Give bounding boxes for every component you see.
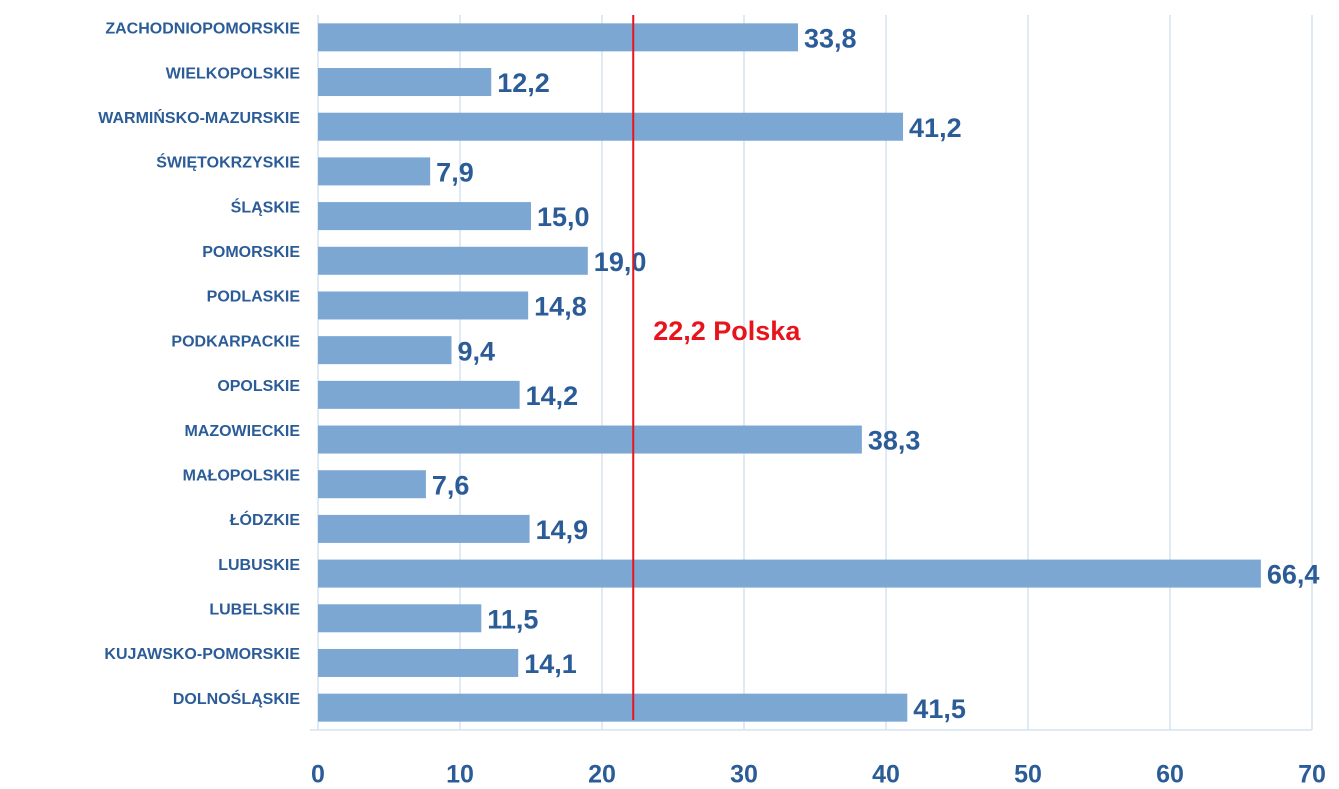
bar <box>318 23 798 52</box>
value-label: 14,1 <box>524 649 577 679</box>
y-tick-label: PODLASKIE <box>207 289 301 306</box>
bar <box>318 157 431 186</box>
y-tick-label: MAŁOPOLSKIE <box>183 467 301 484</box>
y-tick-label: LUBUSKIE <box>218 557 300 574</box>
x-tick-label: 70 <box>1298 761 1326 789</box>
bar <box>318 693 908 722</box>
y-tick-label: WARMIŃSKO-MAZURSKIE <box>98 108 300 127</box>
value-label: 14,2 <box>526 381 579 411</box>
value-label: 38,3 <box>868 426 921 456</box>
x-tick-label: 50 <box>1014 761 1042 789</box>
x-tick-label: 30 <box>730 761 758 789</box>
bar <box>318 336 452 365</box>
y-tick-label: ŁÓDZKIE <box>230 510 301 529</box>
bar <box>318 425 862 454</box>
bar <box>318 246 588 275</box>
y-tick-label: PODKARPACKIE <box>171 333 300 350</box>
x-tick-label: 0 <box>311 761 325 789</box>
bar <box>318 202 531 231</box>
value-label: 66,4 <box>1267 560 1320 590</box>
value-label: 41,5 <box>913 694 966 724</box>
y-tick-label: OPOLSKIE <box>217 378 300 395</box>
reference-label: 22,2 Polska <box>653 316 801 346</box>
bar <box>318 112 904 141</box>
bar <box>318 514 530 543</box>
x-tick-label: 40 <box>872 761 900 789</box>
bar <box>318 470 426 499</box>
bar <box>318 604 482 633</box>
value-label: 14,9 <box>536 515 589 545</box>
y-tick-label: DOLNOŚLĄSKIE <box>173 689 300 708</box>
y-tick-label: ZACHODNIOPOMORSKIE <box>105 21 300 38</box>
y-tick-label: KUJAWSKO-POMORSKIE <box>104 646 300 663</box>
y-tick-label: ŚLĄSKIE <box>231 197 301 216</box>
y-tick-label: ŚWIĘTOKRZYSKIE <box>156 153 300 172</box>
value-label: 41,2 <box>909 113 962 143</box>
value-label: 9,4 <box>457 336 495 366</box>
value-label: 19,0 <box>594 247 647 277</box>
y-tick-label: MAZOWIECKIE <box>184 423 300 440</box>
bar <box>318 648 519 677</box>
value-label: 7,6 <box>432 470 470 500</box>
x-tick-label: 10 <box>446 761 474 789</box>
value-label: 11,5 <box>487 604 538 634</box>
y-tick-label: POMORSKIE <box>202 244 300 261</box>
bar <box>318 68 492 97</box>
x-tick-label: 20 <box>588 761 616 789</box>
value-label: 14,8 <box>534 292 587 322</box>
x-tick-label: 60 <box>1156 761 1184 789</box>
value-label: 12,2 <box>497 68 550 98</box>
bar <box>318 291 529 320</box>
value-label: 15,0 <box>537 202 590 232</box>
bar <box>318 380 520 409</box>
bar <box>318 559 1261 588</box>
value-label: 7,9 <box>436 158 474 188</box>
y-tick-label: WIELKOPOLSKIE <box>166 65 301 82</box>
value-label: 33,8 <box>804 23 857 53</box>
y-tick-label: LUBELSKIE <box>209 602 300 619</box>
